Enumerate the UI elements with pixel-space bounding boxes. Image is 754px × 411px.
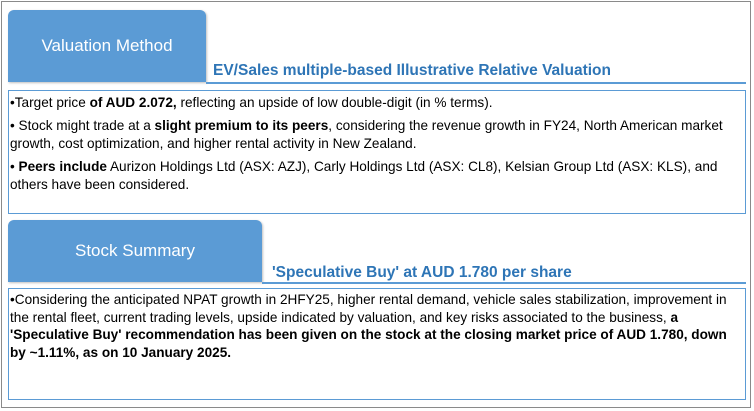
valuation-content-box — [8, 90, 746, 214]
bullet-bold-text: a 'Speculative Buy' recommendation has b… — [10, 309, 727, 360]
stock-summary-bullet: •Considering the anticipated NPAT growth… — [10, 291, 736, 361]
valuation-bullet-peers: • Peers include Aurizon Holdings Ltd (AS… — [10, 158, 736, 193]
bullet-text: • — [10, 159, 19, 174]
bullet-text: reflecting an upside of low double-digit… — [176, 95, 493, 110]
bullet-bold-text: of AUD 2.072, — [89, 95, 177, 110]
stock-summary-label: Stock Summary — [75, 241, 195, 260]
bullet-text: • Stock might trade at a — [10, 118, 155, 133]
bullet-text: Aurizon Holdings Ltd (ASX: AZJ), Carly H… — [10, 159, 718, 192]
stock-summary-subtitle: 'Speculative Buy' at AUD 1.780 per share — [272, 264, 572, 281]
valuation-method-tab: Valuation Method — [8, 10, 206, 82]
bullet-bold-text: slight premium to its peers — [154, 118, 329, 133]
valuation-bullet-target-price: •Target price of AUD 2.072, reflecting a… — [10, 94, 736, 112]
stock-summary-tab: Stock Summary — [8, 220, 262, 282]
stock-summary-underline — [262, 282, 746, 284]
valuation-underline — [206, 82, 746, 84]
bullet-text: •Considering the anticipated NPAT growth… — [10, 292, 727, 325]
valuation-subtitle: EV/Sales multiple-based Illustrative Rel… — [213, 62, 611, 79]
valuation-bullet-premium: • Stock might trade at a slight premium … — [10, 117, 736, 152]
bullet-text: , considering the revenue growth in FY24… — [10, 118, 723, 151]
bullet-text: •Target price — [10, 95, 90, 110]
stock-summary-content-box — [8, 288, 746, 400]
bullet-bold-text: Peers include — [18, 159, 107, 174]
valuation-method-label: Valuation Method — [41, 36, 173, 55]
